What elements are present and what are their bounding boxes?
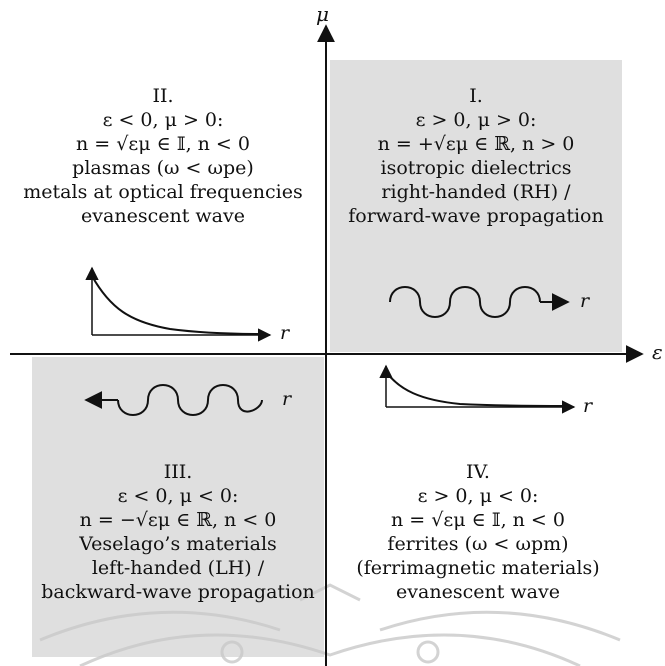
- q3-title: III.: [163, 461, 193, 483]
- q3-example-2: left-handed (LH) /: [91, 557, 265, 579]
- q3-wave-type: backward-wave propagation: [41, 581, 315, 603]
- q2-title: II.: [152, 85, 174, 107]
- mu-axis-label: μ: [316, 2, 329, 26]
- quadrant-3-text: III. ε < 0, μ < 0: n = −√εμ ∈ ℝ, n < 0 V…: [30, 460, 326, 604]
- q1-forward-wave: [389, 286, 570, 318]
- quadrant-3-shade: [32, 357, 324, 657]
- q4-example-2: (ferrimagnetic materials): [356, 557, 600, 579]
- epsilon-axis-label: ε: [652, 340, 663, 364]
- quadrant-2-text: II. ε < 0, μ > 0: n = √εμ ∈ 𝕀, n < 0 pla…: [2, 84, 324, 228]
- q2-wave-type: evanescent wave: [81, 205, 245, 227]
- q3-backward-wave: [84, 384, 263, 416]
- q1-condition: ε > 0, μ > 0:: [415, 109, 537, 131]
- q4-decay-plot: [379, 364, 576, 414]
- q3-example-1: Veselago’s materials: [79, 533, 277, 555]
- q3-wave-r-label: r: [282, 388, 292, 410]
- q4-title: IV.: [466, 461, 490, 483]
- q2-example-1: plasmas (ω < ωpe): [72, 157, 254, 179]
- quadrant-1-shade: [330, 60, 622, 352]
- q2-decay-r-label: r: [280, 322, 290, 344]
- q4-example-1: ferrites (ω < ωpm): [387, 533, 569, 555]
- q2-condition: ε < 0, μ > 0:: [102, 109, 224, 131]
- q2-decay-plot: [85, 266, 272, 342]
- q3-index: n = −√εμ ∈ ℝ, n < 0: [79, 509, 277, 531]
- q2-example-2: metals at optical frequencies: [23, 181, 303, 203]
- q1-wave-type: forward-wave propagation: [348, 205, 604, 227]
- q1-wave-r-label: r: [580, 290, 590, 312]
- q1-example-1: isotropic dielectrics: [380, 157, 572, 179]
- quadrant-4-text: IV. ε > 0, μ < 0: n = √εμ ∈ 𝕀, n < 0 fer…: [328, 460, 628, 604]
- watermark-ornament: [39, 583, 621, 666]
- q4-condition: ε > 0, μ < 0:: [417, 485, 539, 507]
- q1-index: n = +√εμ ∈ ℝ, n > 0: [377, 133, 575, 155]
- q3-condition: ε < 0, μ < 0:: [117, 485, 239, 507]
- q1-example-2: right-handed (RH) /: [381, 181, 571, 203]
- q4-decay-r-label: r: [583, 395, 593, 417]
- quadrant-1-text: I. ε > 0, μ > 0: n = +√εμ ∈ ℝ, n > 0 iso…: [330, 84, 622, 228]
- q4-index: n = √εμ ∈ 𝕀, n < 0: [391, 509, 565, 531]
- q2-index: n = √εμ ∈ 𝕀, n < 0: [76, 133, 250, 155]
- q4-wave-type: evanescent wave: [396, 581, 560, 603]
- q1-title: I.: [469, 85, 483, 107]
